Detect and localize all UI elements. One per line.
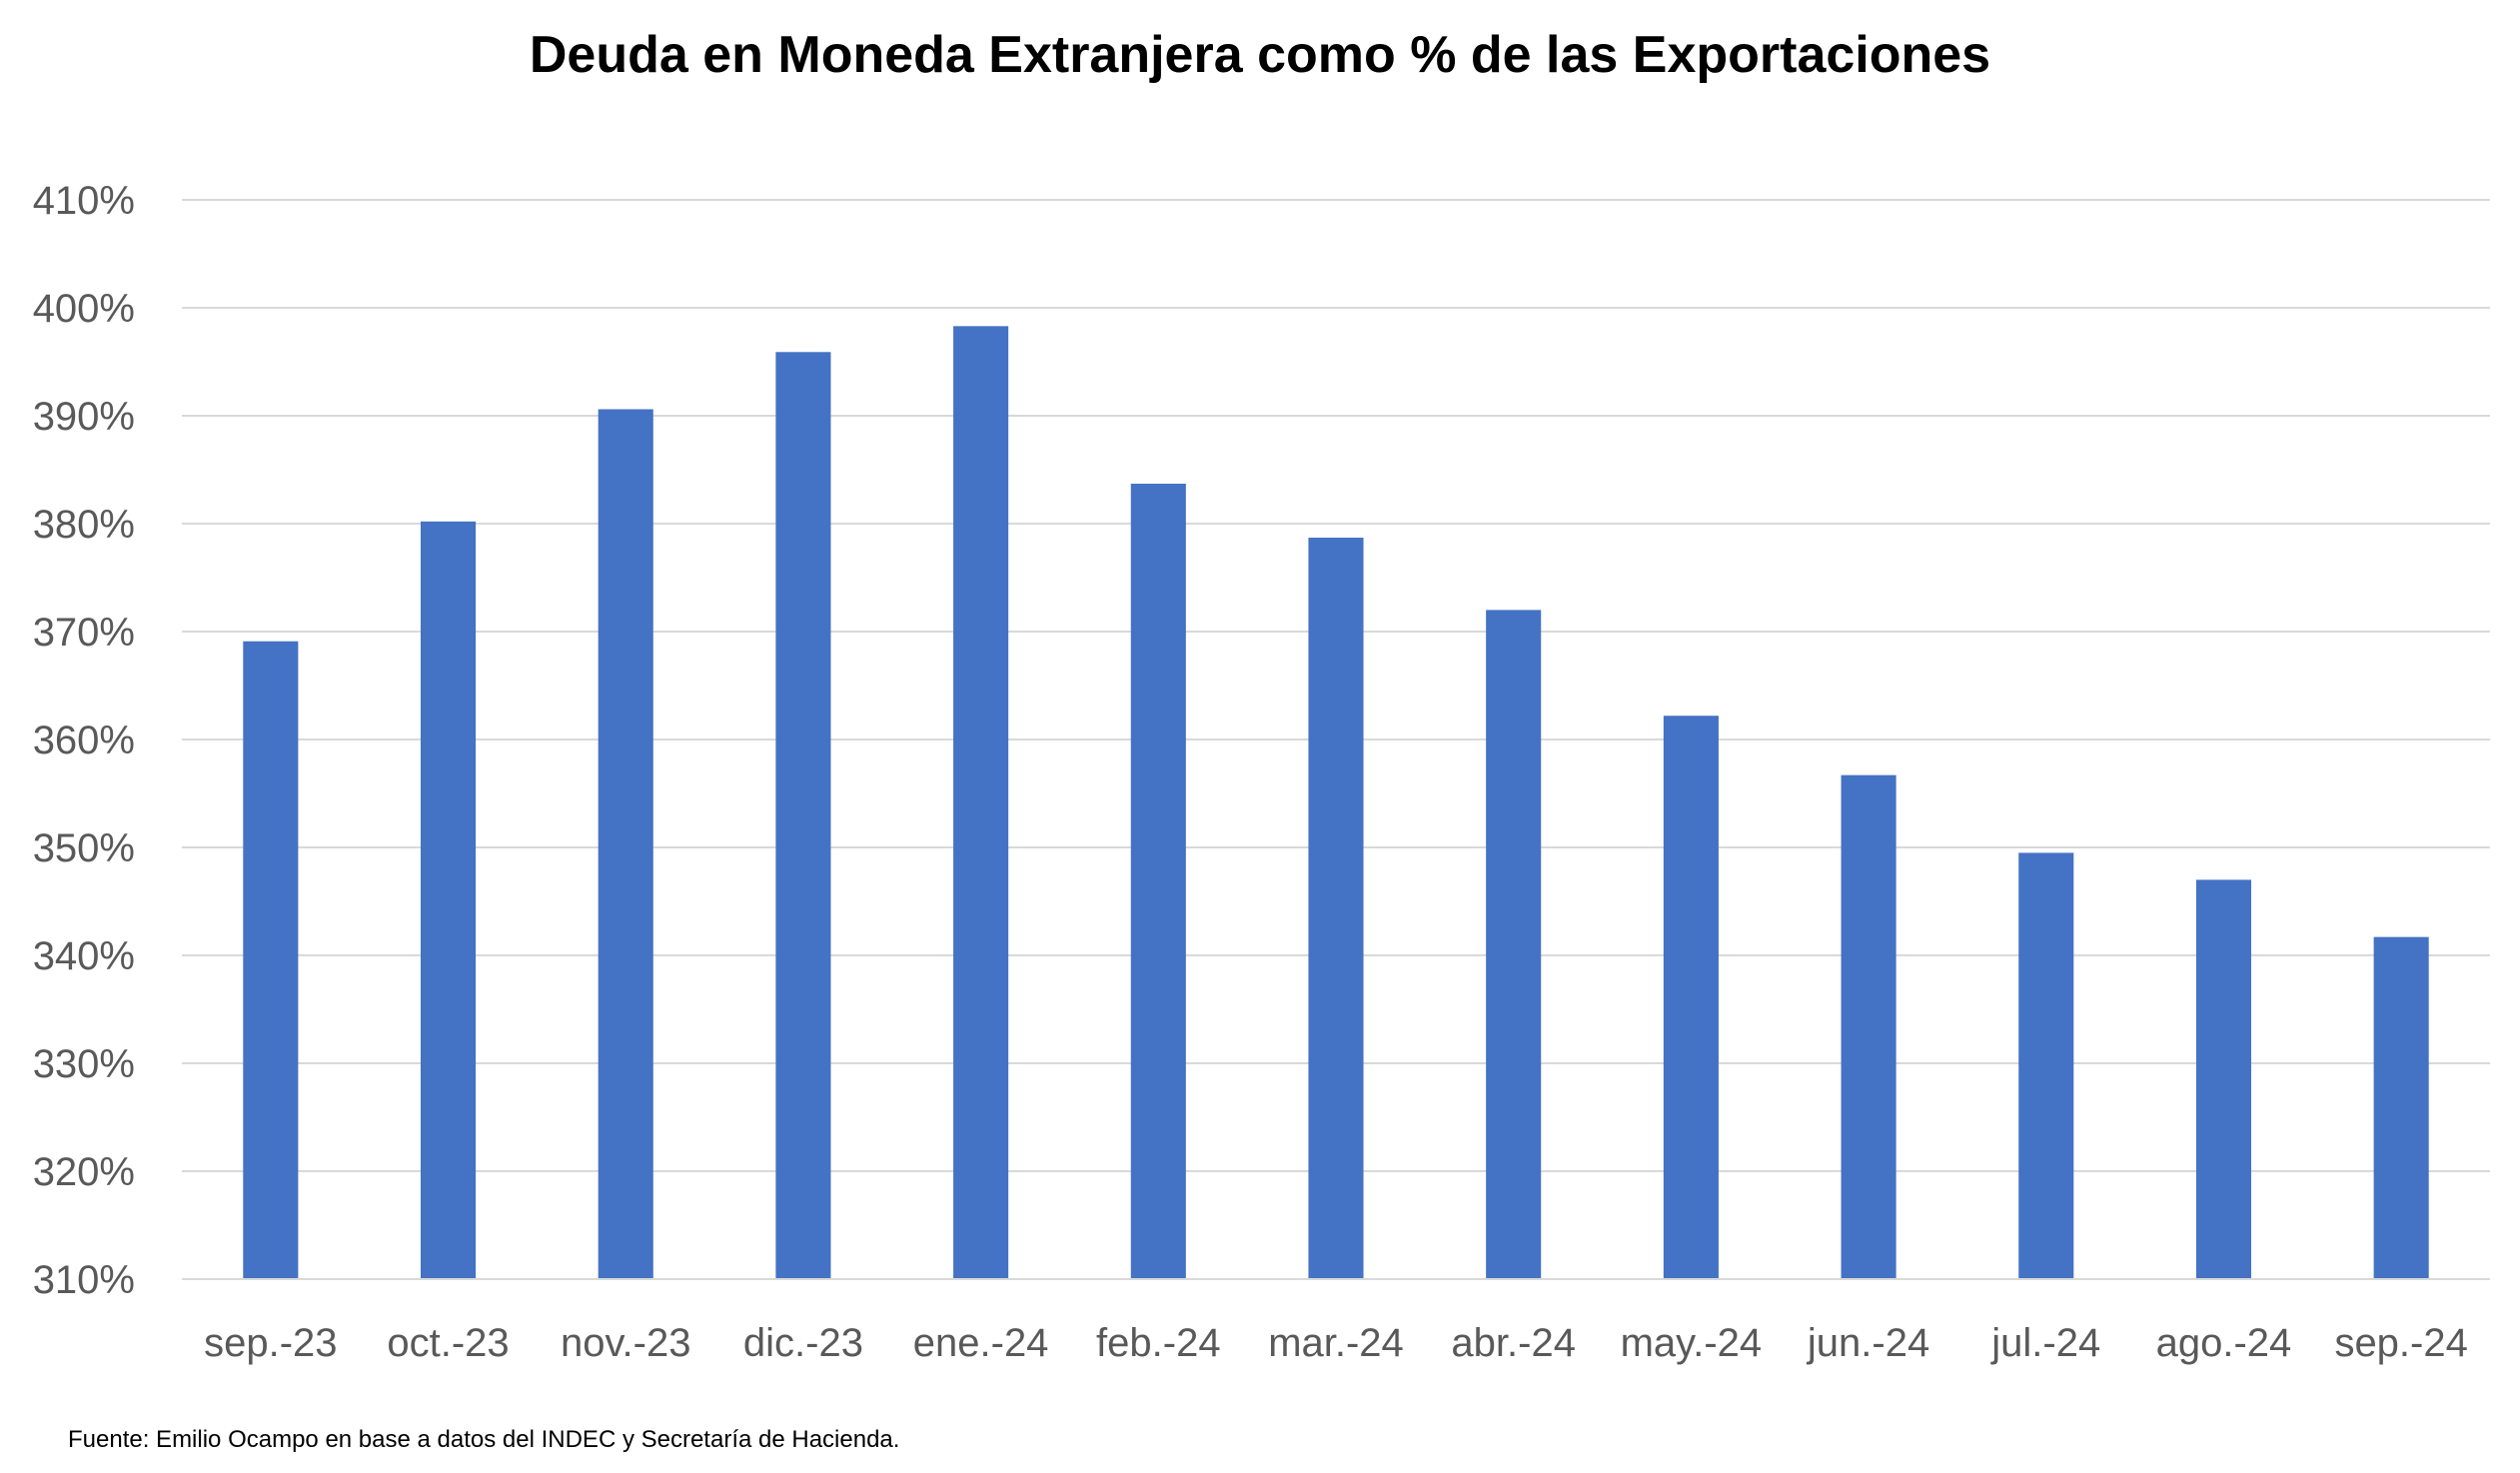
chart-title: Deuda en Moneda Extranjera como % de las…: [530, 26, 1990, 84]
x-category-label: may.-24: [1621, 1321, 1763, 1365]
x-category-label: abr.-24: [1451, 1321, 1576, 1365]
y-tick-label: 330%: [33, 1042, 135, 1086]
y-tick-label: 350%: [33, 826, 135, 870]
bar-feb.-24: [1130, 484, 1186, 1279]
bar-sep.-24: [2373, 936, 2429, 1279]
x-category-label: ago.-24: [2156, 1321, 2292, 1365]
y-tick-label: 390%: [33, 395, 135, 439]
y-axis-ticks: 310% 320% 330% 340% 350% 360% 370% 380% 390% 400%…: [33, 179, 135, 1302]
x-category-label: jun.-24: [1807, 1321, 1929, 1365]
x-category-label: oct.-23: [387, 1321, 509, 1365]
bar-nov.-23: [598, 409, 653, 1279]
y-tick-label: 310%: [33, 1258, 135, 1302]
x-category-label: jul.-24: [1990, 1321, 2100, 1365]
y-tick-label: 320%: [33, 1150, 135, 1194]
y-tick-label: 340%: [33, 934, 135, 978]
x-axis-categories: sep.-23 oct.-23 nov.-23 dic.-23 ene.-24 feb.-…: [204, 1321, 2468, 1365]
bar-oct.-23: [420, 521, 477, 1279]
x-category-label: feb.-24: [1096, 1321, 1221, 1365]
bar-sep.-23: [243, 641, 299, 1279]
bar-jun.-24: [1841, 774, 1896, 1279]
bar-abr.-24: [1486, 610, 1542, 1279]
x-category-label: ene.-24: [913, 1321, 1049, 1365]
y-tick-label: 410%: [33, 179, 135, 223]
y-tick-label: 400%: [33, 287, 135, 331]
x-category-label: sep.-23: [204, 1321, 337, 1365]
bars: [243, 326, 2429, 1279]
x-category-label: sep.-24: [2334, 1321, 2467, 1365]
bar-mar.-24: [1308, 538, 1364, 1279]
x-category-label: mar.-24: [1268, 1321, 1404, 1365]
bar-jul.-24: [2018, 852, 2074, 1279]
source-note: Fuente: Emilio Ocampo en base a datos de…: [68, 1426, 899, 1453]
x-category-label: nov.-23: [561, 1321, 690, 1365]
y-tick-label: 380%: [33, 503, 135, 547]
bar-may.-24: [1663, 716, 1719, 1279]
bar-dic.-23: [775, 352, 831, 1279]
y-tick-label: 360%: [33, 719, 135, 762]
x-category-label: dic.-23: [743, 1321, 863, 1365]
bar-ene.-24: [953, 326, 1009, 1279]
y-tick-label: 370%: [33, 611, 135, 655]
bar-ago.-24: [2195, 879, 2252, 1279]
